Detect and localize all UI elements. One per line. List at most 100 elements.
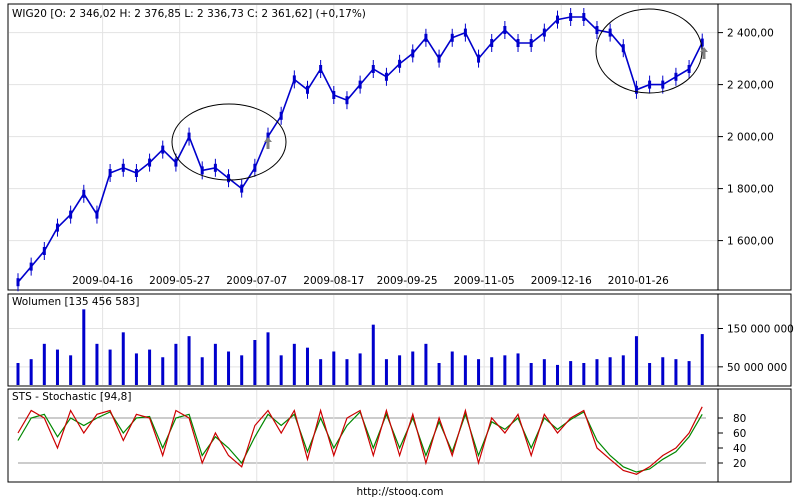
volume-bar [621,355,625,385]
price-y-tick-label: 2 400,00 [727,28,774,40]
volume-bar [161,357,165,385]
price-candle-body [240,184,244,193]
volume-bar [279,355,283,385]
stochastic-y-axis: 80 60 40 20 [718,413,746,470]
volume-bar [240,355,244,385]
volume-bar [42,343,46,385]
price-candle-body [582,13,586,21]
volume-bar [29,359,33,385]
price-candle-body [253,163,257,172]
volume-bar [187,336,191,385]
price-candle-body [174,158,178,167]
volume-y-tick-label: 150 000 000 [727,324,794,336]
volume-bar [266,332,270,385]
price-candle-body [569,13,573,21]
price-candle-body [358,80,362,89]
price-y-axis: 2 400,00 2 200,00 2 000,00 1 800,00 1 600,00 [718,28,774,248]
price-candle-body [687,65,691,73]
volume-bar [582,363,586,385]
volume-bar [555,364,559,385]
price-candle-body [279,111,283,120]
price-x-tick-label: 2009-04-16 [72,275,133,287]
price-candle-body [542,28,546,37]
volume-bar [661,357,665,385]
volume-bar [16,363,20,385]
volume-bar [516,353,520,385]
price-x-tick-label: 2009-05-27 [149,275,210,287]
volume-bar [700,334,704,385]
volume-bar [477,359,481,385]
volume-bar [121,332,125,385]
price-candle-body [398,59,402,68]
price-candle-body [384,72,388,81]
price-candle-body [16,278,20,287]
volume-bar [345,359,349,385]
price-candle-body [555,15,559,24]
price-candle-body [516,39,520,47]
stochastic-y-tick-label: 20 [733,458,746,470]
stochastic-y-tick-label: 40 [733,443,746,455]
volume-bar [95,343,99,385]
volume-bar [674,359,678,385]
volume-bar [503,355,507,385]
stochastic-y-tick-label: 60 [733,428,746,440]
volume-bar [411,351,415,385]
price-candle-body [319,65,323,73]
footer-url[interactable]: http://stooq.com [356,486,443,498]
price-candle-body [490,39,494,47]
volume-bar [69,355,73,385]
volume-bar [174,343,178,385]
stochastic-y-tick-label: 80 [733,413,746,425]
volume-bar [450,351,454,385]
volume-bar [529,363,533,385]
price-candle-body [82,189,86,198]
volume-bar [253,340,257,385]
volume-bar [227,351,231,385]
volume-bar [490,357,494,385]
volume-title: Wolumen [135 456 583] [12,296,139,308]
volume-bar [687,361,691,385]
price-candle-body [437,54,441,63]
volume-bar [398,355,402,385]
volume-bar [108,349,112,385]
price-candle-body [134,169,138,177]
price-x-tick-label: 2010-01-26 [608,275,669,287]
volume-bar [424,343,428,385]
volume-bar [82,309,86,385]
price-candle-body [411,49,415,58]
price-panel [7,3,792,291]
price-candle-body [661,80,665,89]
volume-bar [608,357,612,385]
price-candle-body [332,91,336,99]
price-candle-body [292,75,296,84]
volume-bar [305,347,309,385]
price-candle-body [161,145,165,154]
annotations [171,8,708,181]
price-candle-body [305,85,309,94]
volume-y-axis: 150 000 000 50 000 000 [718,324,794,374]
price-candle-body [529,39,533,47]
price-x-tick-label: 2009-07-07 [226,275,287,287]
price-candle-body [424,33,428,42]
price-series [16,8,704,292]
up-arrow-icon [264,137,272,149]
stochastic-panel [7,388,792,483]
volume-bar [569,361,573,385]
volume-bar [463,355,467,385]
price-candle-body [450,33,454,42]
price-candle-body [634,85,638,94]
price-candle-body [608,28,612,37]
volume-bar [213,343,217,385]
volume-bar [542,359,546,385]
price-candle-body [187,132,191,141]
price-candle-body [463,28,467,37]
price-y-tick-label: 1 800,00 [727,184,774,196]
price-x-tick-label: 2009-12-16 [531,275,592,287]
volume-bar [648,363,652,385]
price-candle-body [648,80,652,89]
volume-bar [319,359,323,385]
price-candle-body [29,262,33,271]
price-candle-body [95,210,99,219]
stochastic-line-k [17,406,703,475]
